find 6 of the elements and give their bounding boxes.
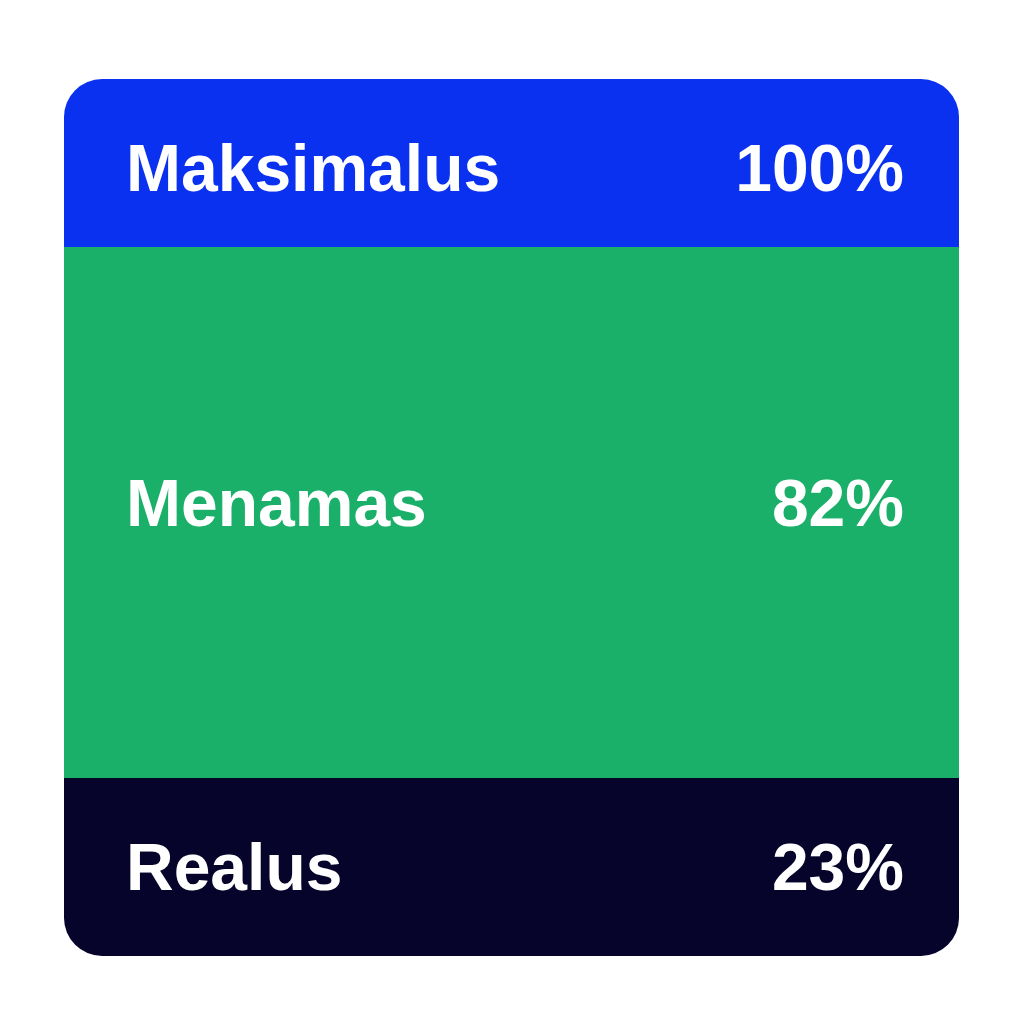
data-label: 23% <box>771 830 904 904</box>
data-label: 100% <box>735 131 904 205</box>
category-label: Menamas <box>126 465 427 540</box>
data-label: 82% <box>771 465 904 540</box>
category-label: Realus <box>126 830 343 904</box>
category-label: Maksimalus <box>126 131 501 205</box>
